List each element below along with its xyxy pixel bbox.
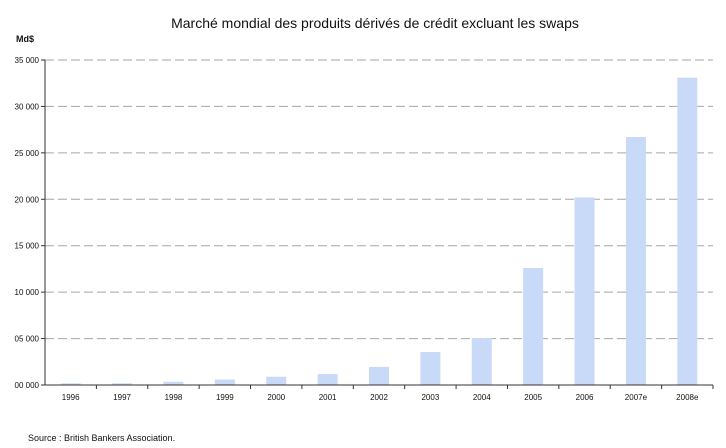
y-tick-label: 20 000 bbox=[15, 195, 40, 204]
y-tick-labels: 00 000 05 000 10 000 15 000 20 000 25 000 30 0… bbox=[15, 56, 40, 390]
y-axis-unit-label: Md$ bbox=[16, 34, 34, 44]
bar-1996 bbox=[60, 383, 81, 385]
y-tick-label: 05 000 bbox=[15, 335, 40, 344]
bar-2005 bbox=[523, 268, 544, 385]
y-tick-label: 15 000 bbox=[15, 242, 40, 251]
x-tick-label: 2007e bbox=[625, 393, 648, 402]
y-tick-label: 10 000 bbox=[15, 288, 40, 297]
x-tick-label: 2004 bbox=[473, 393, 491, 402]
bar-1998 bbox=[163, 381, 184, 385]
y-tick-label: 00 000 bbox=[15, 381, 40, 390]
bar-2004 bbox=[471, 338, 492, 385]
x-tick-label: 2008e bbox=[676, 393, 699, 402]
bar-2000 bbox=[266, 376, 287, 385]
bar-2001 bbox=[317, 373, 338, 385]
x-tick-label: 1999 bbox=[216, 393, 234, 402]
bar-2002 bbox=[369, 366, 389, 385]
y-tick-label: 35 000 bbox=[15, 56, 40, 65]
gridlines bbox=[45, 59, 713, 340]
bar-1997 bbox=[112, 383, 133, 385]
bar-2008e bbox=[677, 77, 698, 386]
x-tick-label: 1996 bbox=[62, 393, 80, 402]
x-tick-label: 2003 bbox=[421, 393, 439, 402]
chart-title: Marché mondial des produits dérivés de c… bbox=[171, 15, 579, 31]
x-tick-label: 2002 bbox=[370, 393, 388, 402]
x-tick-label: 2000 bbox=[267, 393, 285, 402]
x-tick-labels: 1996 1997 1998 1999 2000 2001 2002 2003 2004 2005… bbox=[62, 393, 699, 402]
x-tick-label: 1998 bbox=[165, 393, 183, 402]
y-tick-label: 25 000 bbox=[15, 149, 40, 158]
x-tick-label: 2005 bbox=[524, 393, 542, 402]
x-tick-label: 2006 bbox=[576, 393, 594, 402]
x-tick-label: 1997 bbox=[113, 393, 131, 402]
bar-1999 bbox=[214, 379, 235, 385]
axes bbox=[41, 59, 714, 389]
bar-2003 bbox=[420, 352, 441, 385]
bar-2006 bbox=[574, 197, 595, 385]
y-tick-label: 30 000 bbox=[15, 102, 40, 111]
bar-2007e bbox=[625, 137, 646, 385]
bars bbox=[60, 77, 698, 386]
source-note: Source : British Bankers Association. bbox=[28, 433, 175, 443]
x-tick-label: 2001 bbox=[319, 393, 337, 402]
